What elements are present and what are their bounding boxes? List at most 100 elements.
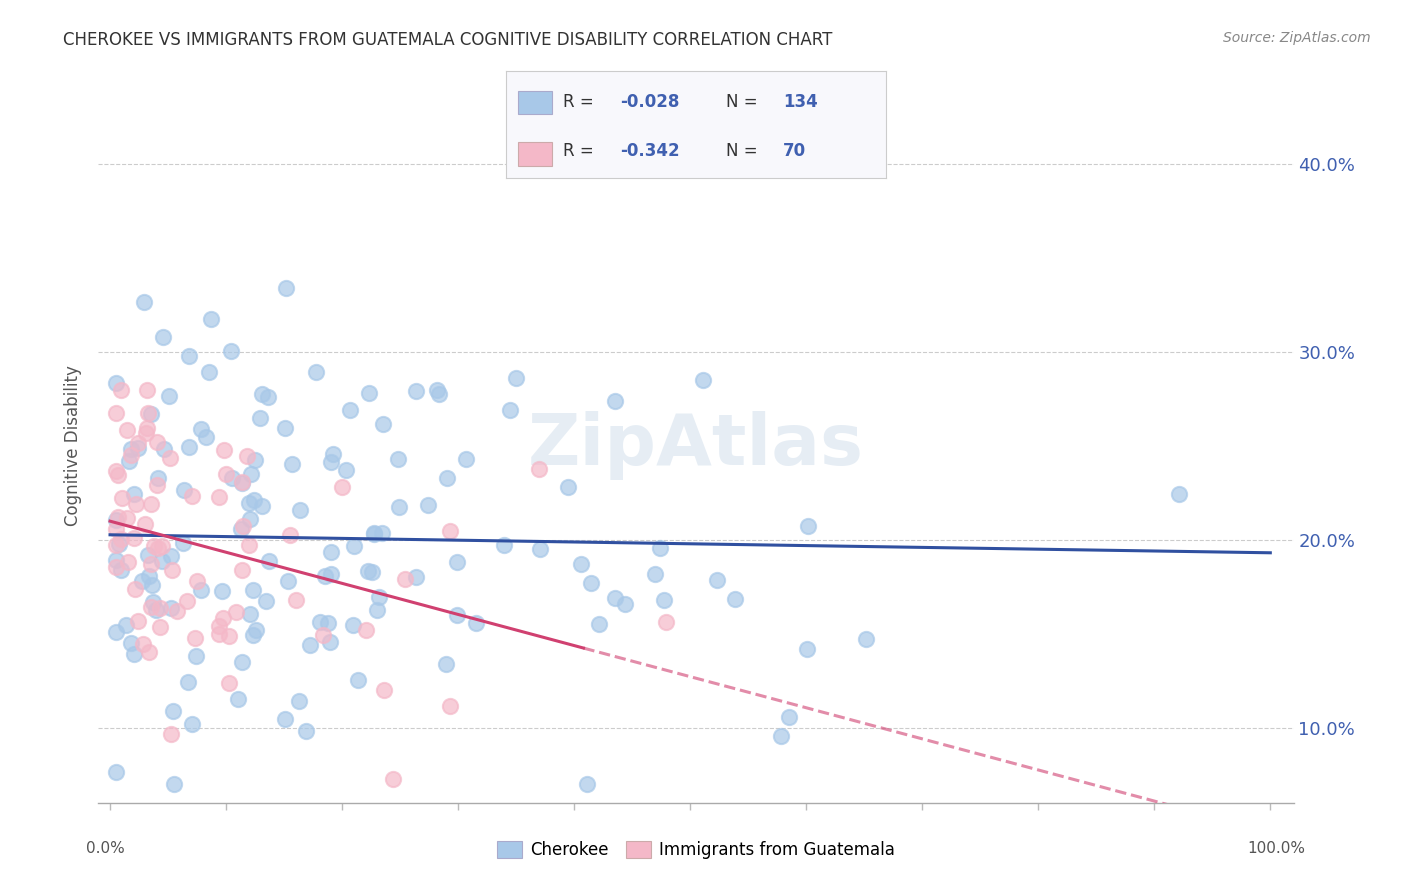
Point: [288, 694, 311, 708]
Point: [235, 449, 257, 463]
Point: [110, 383, 132, 397]
Point: [250, 387, 273, 401]
Point: [122, 486, 145, 500]
Point: [295, 723, 318, 738]
Point: [588, 617, 610, 632]
Point: [146, 471, 169, 485]
Point: [692, 373, 714, 387]
Point: [464, 615, 486, 630]
Point: [186, 574, 208, 588]
Point: [215, 467, 238, 481]
Point: [394, 572, 416, 586]
Point: [110, 533, 132, 547]
Point: [239, 512, 262, 526]
Point: [160, 563, 183, 577]
Point: [644, 566, 666, 581]
Point: [278, 528, 301, 542]
Point: [172, 535, 194, 549]
Point: [184, 631, 207, 645]
Point: [387, 451, 409, 466]
Point: [184, 648, 207, 663]
Point: [238, 496, 260, 510]
Point: [231, 475, 253, 489]
Point: [219, 343, 242, 358]
Point: [218, 676, 240, 690]
Point: [239, 607, 262, 621]
Point: [652, 593, 675, 607]
Point: [159, 600, 181, 615]
Point: [132, 295, 155, 310]
Point: [446, 607, 468, 622]
Point: [309, 615, 332, 629]
Point: [446, 555, 468, 569]
Point: [321, 567, 343, 582]
Point: [242, 628, 264, 642]
Text: -0.342: -0.342: [620, 142, 679, 160]
Point: [117, 511, 139, 525]
Point: [104, 465, 127, 479]
Point: [614, 597, 637, 611]
Point: [208, 619, 231, 633]
Point: [527, 462, 550, 476]
Text: R =: R =: [562, 142, 599, 160]
Point: [104, 376, 127, 391]
Point: [439, 524, 461, 538]
Point: [111, 491, 134, 505]
Point: [274, 280, 297, 294]
Point: [152, 329, 174, 343]
Point: [145, 602, 167, 616]
Point: [1168, 487, 1191, 501]
Point: [131, 637, 153, 651]
Point: [654, 615, 676, 629]
Point: [254, 593, 277, 607]
Point: [769, 729, 792, 743]
Point: [274, 421, 297, 435]
Point: [603, 591, 626, 605]
Point: [249, 411, 271, 425]
Point: [228, 692, 250, 706]
Point: [146, 541, 169, 556]
Point: [211, 610, 233, 624]
Point: [322, 447, 344, 461]
Point: [179, 440, 201, 454]
Point: [381, 772, 404, 786]
Point: [342, 618, 364, 632]
Point: [243, 493, 266, 508]
Text: 0.0%: 0.0%: [87, 841, 125, 855]
Point: [139, 407, 162, 421]
Point: [150, 554, 173, 568]
Point: [274, 712, 297, 726]
Point: [122, 648, 145, 662]
Point: [208, 627, 231, 641]
Point: [319, 455, 342, 469]
Point: [416, 498, 439, 512]
Point: [141, 578, 163, 592]
Point: [127, 435, 149, 450]
Point: [557, 480, 579, 494]
Point: [177, 675, 200, 690]
Point: [405, 384, 427, 398]
Point: [141, 599, 163, 614]
Point: [104, 560, 127, 574]
Point: [122, 531, 145, 545]
Legend: Cherokee, Immigrants from Guatemala: Cherokee, Immigrants from Guatemala: [491, 834, 901, 866]
Point: [312, 628, 335, 642]
Point: [225, 605, 247, 619]
Bar: [517, 142, 551, 166]
Text: 100.0%: 100.0%: [1247, 841, 1306, 855]
Point: [505, 370, 527, 384]
Point: [298, 638, 321, 652]
Point: [427, 387, 450, 401]
Point: [797, 519, 820, 533]
Point: [316, 615, 339, 630]
Point: [367, 591, 389, 605]
Point: [242, 582, 264, 597]
Point: [194, 430, 217, 444]
Point: [120, 442, 142, 456]
Point: [208, 490, 231, 504]
Point: [117, 555, 139, 569]
Point: [214, 442, 236, 457]
Point: [648, 541, 671, 556]
Point: [371, 526, 394, 541]
Point: [357, 564, 380, 578]
